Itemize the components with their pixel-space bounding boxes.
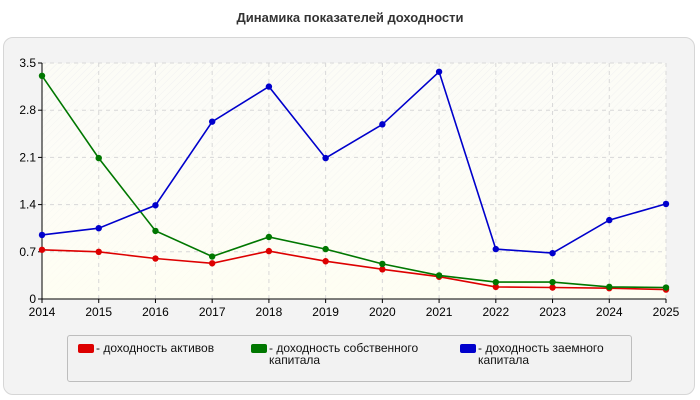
data-point xyxy=(95,248,102,255)
legend-label: - доходность собственного капитала xyxy=(269,341,419,367)
series-group xyxy=(38,68,670,293)
legend-label: - доходность активов xyxy=(96,341,215,355)
data-point xyxy=(322,154,329,162)
legend: - доходность активов - доходность собств… xyxy=(67,335,632,382)
y-tick-label: 0.7 xyxy=(19,245,36,259)
data-point xyxy=(549,284,556,291)
data-point xyxy=(606,283,613,291)
data-point xyxy=(606,216,613,224)
data-point xyxy=(95,154,102,162)
series-line xyxy=(41,249,667,291)
x-tick-label: 2018 xyxy=(256,305,283,319)
x-tick-label: 2023 xyxy=(539,305,566,319)
data-point xyxy=(208,118,216,125)
x-tick-label: 2014 xyxy=(29,305,56,319)
x-tick-label: 2015 xyxy=(85,305,112,319)
x-tick-label: 2019 xyxy=(312,305,339,319)
x-tick-label: 2017 xyxy=(199,305,226,319)
data-point xyxy=(322,245,329,253)
data-point xyxy=(662,284,670,291)
data-point xyxy=(38,246,46,253)
x-tick-label: 2025 xyxy=(653,305,680,319)
data-point xyxy=(152,255,159,262)
grid-lines xyxy=(42,62,667,299)
data-point xyxy=(265,83,273,90)
data-point xyxy=(379,260,386,268)
data-point xyxy=(492,245,500,253)
axes xyxy=(41,63,666,300)
series-3 xyxy=(38,68,670,257)
x-tick-label: 2021 xyxy=(426,305,453,319)
legend-label: - доходность заемного капитала xyxy=(478,341,604,367)
data-point xyxy=(208,260,216,267)
data-point xyxy=(265,247,273,255)
legend-swatch-red xyxy=(78,344,94,353)
data-point xyxy=(492,278,500,286)
data-point xyxy=(38,231,46,239)
data-point xyxy=(435,68,443,75)
y-tick-label: 1.4 xyxy=(19,198,36,212)
data-point xyxy=(549,249,556,257)
x-tick-label: 2024 xyxy=(596,305,623,319)
data-point xyxy=(435,272,443,279)
x-tick-label: 2022 xyxy=(482,305,509,319)
data-point xyxy=(549,278,556,286)
legend-swatch-blue xyxy=(460,344,476,353)
chart-title: Динамика показателей доходности xyxy=(236,10,464,25)
x-axis-ticks: 2014 2015 2016 2017 2018 2019 2020 2021 2022 2023… xyxy=(29,299,680,319)
series-line xyxy=(41,70,667,254)
data-point xyxy=(208,253,216,260)
y-tick-label: 3.5 xyxy=(19,56,36,70)
y-tick-label: 2.8 xyxy=(19,103,36,117)
data-point xyxy=(152,227,159,235)
data-point xyxy=(322,258,329,265)
y-axis-ticks: 0 0.7 1.4 2.1 2.8 3.5 xyxy=(19,56,42,306)
y-tick-label: 2.1 xyxy=(19,150,36,164)
x-tick-label: 2020 xyxy=(369,305,396,319)
data-point xyxy=(379,121,386,128)
data-point xyxy=(379,266,386,273)
data-point xyxy=(95,225,102,232)
series-2 xyxy=(38,72,670,291)
data-point xyxy=(662,200,670,208)
y-tick-label: 0 xyxy=(29,292,36,306)
series-1 xyxy=(38,246,670,293)
legend-swatch-green xyxy=(251,344,267,353)
series-line xyxy=(41,75,667,289)
data-point xyxy=(492,283,500,291)
data-point xyxy=(265,233,273,241)
data-point xyxy=(38,72,46,80)
data-point xyxy=(152,202,159,209)
x-tick-label: 2016 xyxy=(142,305,169,319)
